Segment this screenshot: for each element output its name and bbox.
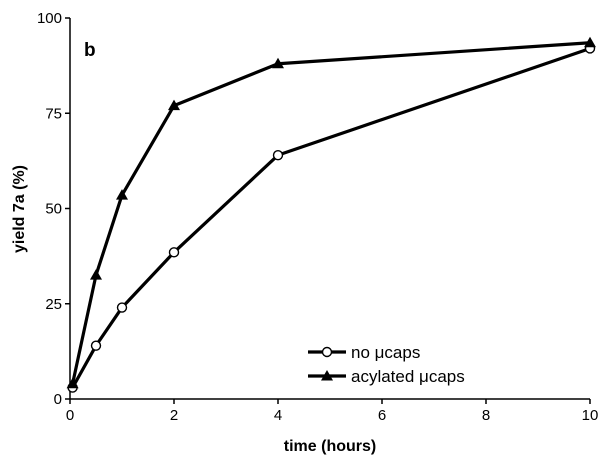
data-point bbox=[90, 269, 102, 280]
data-point bbox=[116, 189, 128, 200]
data-point bbox=[116, 302, 128, 313]
y-tick-label: 50 bbox=[45, 201, 62, 218]
x-tick-label: 0 bbox=[66, 407, 74, 424]
legend-label: no μcaps bbox=[351, 343, 420, 362]
x-tick-label: 2 bbox=[170, 407, 178, 424]
legend: no μcaps acylated μcaps bbox=[308, 343, 465, 386]
legend-item: no μcaps bbox=[308, 343, 420, 362]
y-tick-label: 75 bbox=[45, 105, 62, 122]
data-point bbox=[168, 247, 180, 258]
legend-marker bbox=[321, 370, 333, 381]
series-acylated-mucaps bbox=[66, 36, 596, 389]
series-no-mucaps bbox=[67, 43, 596, 393]
data-point bbox=[168, 99, 180, 111]
x-tick-label: 6 bbox=[378, 407, 386, 424]
y-tick-label: 100 bbox=[37, 10, 62, 27]
y-ticks: 0 25 50 75 100 bbox=[37, 10, 70, 408]
y-tick-label: 25 bbox=[45, 296, 62, 313]
x-tick-label: 10 bbox=[582, 407, 599, 424]
legend-item: acylated μcaps bbox=[308, 367, 465, 386]
data-point bbox=[66, 377, 79, 389]
data-point bbox=[90, 340, 102, 351]
data-point bbox=[272, 149, 284, 161]
legend-label: acylated μcaps bbox=[351, 367, 465, 386]
x-tick-label: 4 bbox=[274, 407, 282, 424]
data-point bbox=[584, 36, 596, 48]
series-group bbox=[66, 36, 596, 393]
y-tick-label: 0 bbox=[54, 391, 62, 408]
x-ticks: 0 2 4 6 8 10 bbox=[66, 399, 599, 424]
x-tick-label: 8 bbox=[482, 407, 490, 424]
x-axis-title: time (hours) bbox=[284, 438, 376, 455]
series-line bbox=[71, 41, 591, 385]
legend-marker bbox=[321, 346, 333, 358]
series-line bbox=[71, 46, 591, 389]
data-point bbox=[272, 57, 284, 69]
y-axis-title: yield 7a (%) bbox=[11, 165, 28, 253]
panel-label: b bbox=[84, 40, 96, 61]
